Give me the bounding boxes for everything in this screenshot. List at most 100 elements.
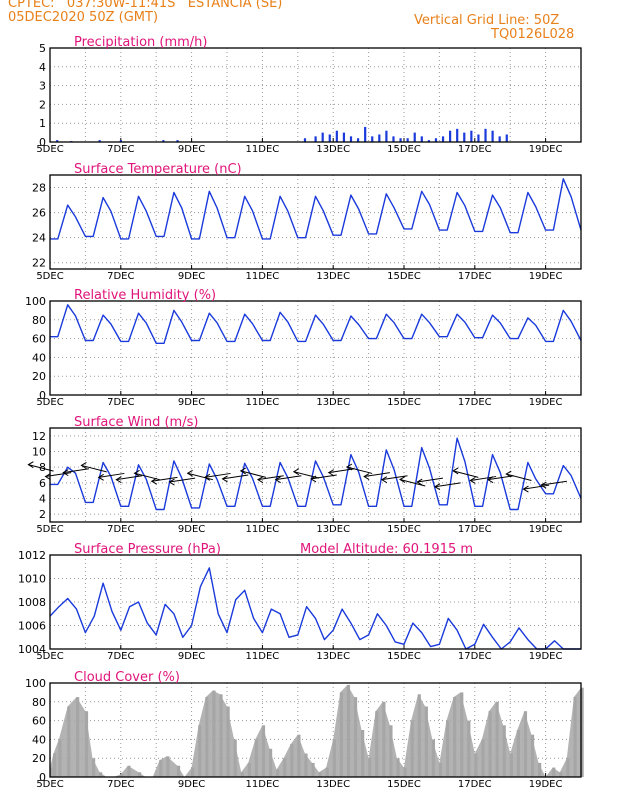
wind-vector [204,472,231,478]
wind-vector [275,475,302,481]
temp-panel: 22 24 26 28 5DEC 7DEC 9DEC 11DEC 13DEC 15DEC 17DEC… [32,162,582,282]
wind-xtick-label: 15DEC [387,524,421,535]
wind-vector [257,475,284,481]
precip-bar [321,132,324,142]
wind-xtick-label: 9DEC [178,524,205,535]
wind-vector [187,472,213,481]
precip-xtick-label: 15DEC [387,144,421,155]
precip-bar [364,126,367,142]
temp-title: Surface Temperature (nC) [74,162,242,177]
precip-bar [371,136,374,142]
wind-vector-head [433,483,441,491]
pressure-xtick-label: 5DEC [36,651,63,662]
cloud-xtick-label: 11DEC [246,779,280,790]
rh-ytick-label: 40 [32,351,46,364]
wind-vector [222,474,249,480]
wind-vector-head [80,462,87,469]
precip-bar [413,132,416,142]
cloud-xtick-label: 5DEC [36,779,63,790]
precip-bar [119,140,122,142]
wind-vector-head [452,467,459,475]
temp-xtick-label: 5DEC [36,271,63,282]
wind-vector [169,477,196,483]
temp-xtick-label: 15DEC [387,271,421,282]
wind-vector-head [399,476,406,483]
wind-vector-head [487,476,494,484]
pressure-xtick-label: 13DEC [316,651,350,662]
pressure-ytick-label: 1012 [18,549,46,562]
precip-bar [399,138,402,142]
precip-bar [335,130,338,142]
temp-xtick-label: 9DEC [178,271,205,282]
rh-frame [49,300,582,396]
precip-xtick-label: 19DEC [529,144,563,155]
precip-bar [342,132,346,142]
cloud-frame [49,682,582,778]
cloud-xtick-label: 17DEC [458,779,492,790]
rh-line [50,304,582,344]
wind-vector [81,464,107,473]
wind-ytick-label: 8 [39,461,46,474]
wind-vector-head [27,461,34,469]
wind-vector [63,468,90,474]
wind-vector-head [62,469,69,477]
rh-panel: 0 20 40 60 80 100 5DEC 7DEC 9DEC 11DEC 13DEC 15DEC 1… [25,288,582,408]
precip-bar [456,128,459,142]
precip-bar [498,136,501,142]
wind-vector-head [115,476,122,484]
precip-bar [314,136,317,142]
wind-vector [506,473,532,481]
precip-ytick-label: 2 [39,98,46,111]
precip-bar [378,134,381,142]
wind-vector [434,482,461,488]
rh-xtick-label: 15DEC [387,397,421,408]
wind-vector [151,476,178,482]
pressure-xtick-label: 11DEC [246,651,280,662]
wind-title: Surface Wind (m/s) [74,415,198,430]
wind-vector [346,466,373,474]
cloud-ytick-label: 0 [39,771,46,784]
wind-frame [49,427,582,523]
wind-xtick-label: 11DEC [246,524,280,535]
wind-vector [293,471,320,479]
precip-ytick-label: 5 [39,42,46,55]
wind-vector [523,484,550,490]
precip-bar [385,130,388,142]
wind-vector [453,470,479,478]
rh-ytick-label: 100 [25,295,46,308]
temp-line [50,178,582,240]
precip-bar [420,136,423,142]
rh-xtick-label: 9DEC [178,397,205,408]
cloud-ytick-label: 60 [32,715,46,728]
header-code: TQ0126L028 [491,27,575,42]
wind-xtick-label: 5DEC [36,524,63,535]
temp-ytick-label: 22 [32,257,46,270]
wind-vector [240,470,267,478]
cloud-bar [580,687,584,777]
header-grid-note: Vertical Grid Line: 50Z [414,13,560,28]
pressure-ytick-label: 1008 [18,596,46,609]
precip-panel: 0 1 2 3 4 5 5DEC 7DEC 9DEC 11DEC 13DEC 15DEC 17DEC 19… [36,35,582,155]
wind-vector-head [274,476,281,484]
wind-vector-head [310,475,317,483]
temp-xtick-label: 19DEC [529,271,563,282]
pressure-line [49,567,581,650]
precip-xtick-label: 9DEC [178,144,205,155]
precip-bar [349,136,353,142]
wind-vector-head [416,478,423,486]
wind-vector-head [133,469,140,477]
rh-xtick-label: 17DEC [458,397,492,408]
wind-vector-head [221,475,228,483]
wind-vector-head [44,473,51,480]
cloud-panel: 0 20 40 60 80 100 5DEC 7DEC 9DEC 11DEC 13DEC 15DEC 1… [25,670,584,790]
pressure-xtick-label: 9DEC [178,651,205,662]
cloud-xtick-label: 15DEC [387,779,421,790]
cloud-ytick-label: 20 [32,752,46,765]
wind-vector-head [505,470,512,478]
wind-ytick-label: 4 [39,493,46,506]
cloud-ytick-label: 80 [32,696,46,709]
temp-xtick-label: 13DEC [316,271,350,282]
temp-frame [49,174,582,270]
precip-bar [406,138,409,142]
wind-vector-head [345,463,353,471]
